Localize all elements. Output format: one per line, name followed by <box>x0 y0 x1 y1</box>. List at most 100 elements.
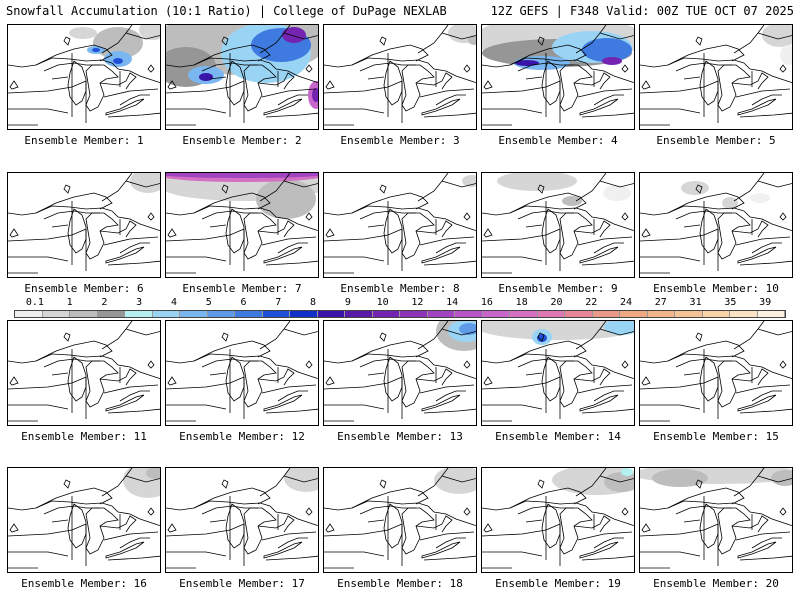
colorbar-tick-label: 14 <box>446 297 459 308</box>
colorbar-tick-label: 12 <box>411 297 424 308</box>
colorbar-tick-label: 8 <box>310 297 317 308</box>
colorbar-labels: 0.1 1 2 3 4 5 6 7 8 9 10 12 14 16 18 20 22 24 27 31 35 39 <box>14 297 786 309</box>
panel-map <box>166 25 318 126</box>
snowfall-area <box>562 196 582 206</box>
ensemble-panel-4 <box>481 24 635 130</box>
colorbar-cell <box>152 311 180 317</box>
colorbar-cell <box>290 311 318 317</box>
colorbar-cell <box>70 311 98 317</box>
snowfall-area <box>602 57 622 65</box>
panel-map <box>640 25 792 126</box>
panel-map <box>8 468 160 569</box>
ensemble-panel-9 <box>481 172 635 278</box>
panel-map <box>166 173 318 274</box>
ensemble-panel-13 <box>323 320 477 426</box>
colorbar-cell <box>537 311 565 317</box>
panel-label: Ensemble Member: 7 <box>182 282 302 295</box>
ensemble-panel-11 <box>7 320 161 426</box>
ensemble-panel-10 <box>639 172 793 278</box>
colorbar-cell <box>455 311 483 317</box>
colorbar-cell <box>427 311 455 317</box>
colorbar-tick-label: 4 <box>170 297 177 308</box>
ensemble-panel-1 <box>7 24 161 130</box>
colorbar-cell <box>730 311 758 317</box>
panel-label: Ensemble Member: 9 <box>498 282 618 295</box>
colorbar-tick-label: 20 <box>550 297 563 308</box>
snowfall-area <box>771 470 792 486</box>
snowfall-area <box>113 58 123 64</box>
snowfall-area <box>652 469 708 487</box>
panel-label: Ensemble Member: 15 <box>653 430 779 443</box>
colorbar-tick-label: 24 <box>620 297 633 308</box>
panel-map <box>324 25 476 126</box>
panel-label: Ensemble Member: 5 <box>656 134 776 147</box>
colorbar-cell <box>317 311 345 317</box>
colorbar-cell <box>482 311 510 317</box>
colorbar-cell <box>207 311 235 317</box>
colorbar-tick-label: 1 <box>66 297 73 308</box>
panel-map <box>166 321 318 422</box>
colorbar-tick-label: 5 <box>205 297 212 308</box>
colorbar-cell <box>757 311 785 317</box>
ensemble-panel-8 <box>323 172 477 278</box>
panel-map <box>8 173 160 274</box>
ensemble-panel-3 <box>323 24 477 130</box>
colorbar-cell <box>125 311 153 317</box>
snowfall-area <box>312 88 318 102</box>
colorbar-tick-label: 9 <box>344 297 351 308</box>
colorbar-cell <box>675 311 703 317</box>
colorbar-tick-label: 6 <box>240 297 247 308</box>
snowfall-area <box>284 468 318 492</box>
colorbar-tick-label: 18 <box>515 297 528 308</box>
panel-label: Ensemble Member: 6 <box>24 282 144 295</box>
colorbar-cell <box>235 311 263 317</box>
panel-label: Ensemble Member: 4 <box>498 134 618 147</box>
ensemble-panel-5 <box>639 24 793 130</box>
ensemble-panel-2 <box>165 24 319 130</box>
snowfall-area <box>780 45 792 65</box>
colorbar-cell <box>97 311 125 317</box>
snowfall-area <box>762 25 792 47</box>
snowfall-area <box>621 468 633 476</box>
panel-label: Ensemble Member: 1 <box>24 134 144 147</box>
panel-label: Ensemble Member: 11 <box>21 430 147 443</box>
panel-map <box>482 173 634 274</box>
colorbar-cell <box>372 311 400 317</box>
ensemble-panel-15 <box>639 320 793 426</box>
ensemble-panel-7 <box>165 172 319 278</box>
ensemble-panel-20 <box>639 467 793 573</box>
panel-map <box>640 321 792 422</box>
ensemble-panel-19 <box>481 467 635 573</box>
snowfall-area <box>582 38 632 62</box>
colorbar-cell <box>592 311 620 317</box>
snowfall-area <box>537 334 547 342</box>
snowfall-area <box>681 181 709 195</box>
colorbar-tick-label: 27 <box>654 297 667 308</box>
colorbar-tick-label: 7 <box>275 297 282 308</box>
colorbar-tick-label: 39 <box>759 297 772 308</box>
colorbar-cell <box>42 311 70 317</box>
colorbar-cell <box>647 311 675 317</box>
colorbar-cell <box>565 311 593 317</box>
map-title: Snowfall Accumulation (10:1 Ratio) | Col… <box>6 4 447 18</box>
panel-map <box>482 321 634 422</box>
ensemble-panel-14 <box>481 320 635 426</box>
ensemble-panel-16 <box>7 467 161 573</box>
panel-map <box>8 321 160 422</box>
panel-map <box>324 173 476 274</box>
colorbar-tick-label: 35 <box>724 297 737 308</box>
colorbar-cell <box>400 311 428 317</box>
ensemble-panel-12 <box>165 320 319 426</box>
panel-label: Ensemble Member: 2 <box>182 134 302 147</box>
colorbar-cell <box>180 311 208 317</box>
colorbar-tick-label: 10 <box>376 297 389 308</box>
panel-label: Ensemble Member: 20 <box>653 577 779 590</box>
snowfall-area <box>256 179 316 219</box>
snowfall-area <box>750 193 770 203</box>
colorbar-tick-label: 22 <box>585 297 598 308</box>
colorbar-tick-label: 3 <box>136 297 143 308</box>
ensemble-panel-6 <box>7 172 161 278</box>
panel-label: Ensemble Member: 16 <box>21 577 147 590</box>
panel-label: Ensemble Member: 8 <box>340 282 460 295</box>
snowfall-area <box>199 73 213 81</box>
